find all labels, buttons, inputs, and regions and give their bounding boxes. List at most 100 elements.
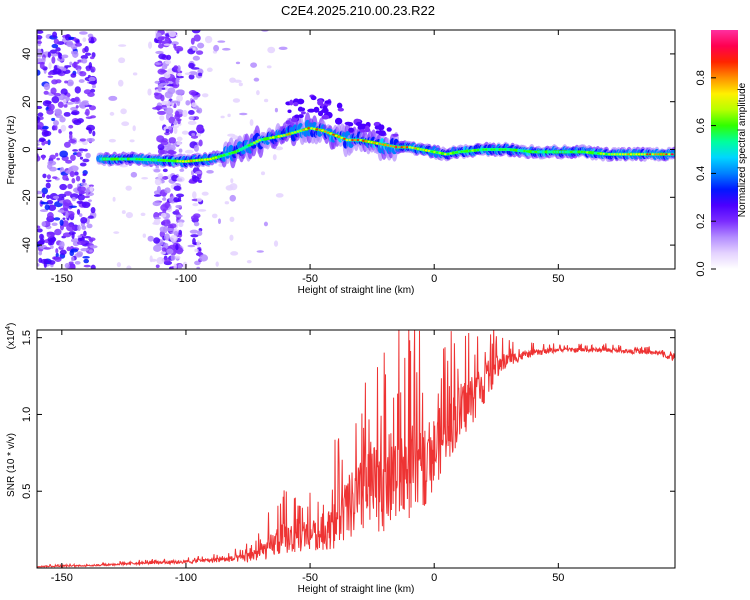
noise-speckle (78, 213, 83, 217)
noise-speckle (88, 81, 97, 85)
noise-speckle (37, 225, 41, 229)
noise-speckle (159, 115, 165, 121)
noise-speckle (211, 213, 218, 219)
noise-speckle (45, 182, 51, 189)
noise-speckle (90, 206, 96, 214)
noise-speckle (64, 191, 72, 196)
noise-speckle (83, 195, 90, 199)
noise-speckle (42, 173, 47, 179)
spectrogram-y-axis-label: Frequency (Hz) (6, 116, 17, 185)
spectrogram-x-axis-label: Height of straight line (km) (298, 285, 415, 296)
noise-speckle (113, 231, 120, 234)
noise-speckle (77, 194, 86, 201)
noise-speckle (48, 260, 56, 265)
noise-speckle (164, 201, 171, 209)
noise-speckle (187, 120, 197, 126)
noise-speckle (52, 176, 58, 179)
noise-speckle (48, 103, 55, 111)
noise-speckle (147, 235, 154, 242)
snr-series-line (37, 330, 675, 568)
noise-speckle (52, 195, 60, 200)
noise-speckle (67, 183, 73, 190)
noise-speckle (168, 137, 177, 144)
spectrogram-x-tick-label: 50 (552, 273, 564, 285)
noise-speckle (193, 213, 201, 219)
noise-speckle (37, 190, 43, 195)
noise-speckle (198, 72, 203, 77)
noise-speckle (173, 127, 178, 134)
noise-speckle (74, 86, 81, 94)
noise-speckle (225, 185, 234, 191)
noise-speckle (156, 185, 161, 193)
noise-speckle (63, 104, 68, 108)
noise-speckle (78, 79, 85, 83)
ridge-core (241, 147, 246, 150)
noise-speckle (37, 155, 41, 162)
noise-speckle (164, 107, 174, 115)
noise-speckle (37, 30, 44, 34)
noise-speckle (153, 218, 161, 226)
spectrogram-x-ticks: -150 -100 -50 0 50 (51, 30, 564, 285)
noise-speckle (63, 141, 71, 148)
noise-speckle (229, 194, 236, 202)
noise-speckle (176, 141, 182, 146)
noise-speckle (160, 212, 167, 218)
noise-speckle (196, 266, 201, 269)
noise-speckle (163, 242, 169, 249)
noise-speckle (177, 72, 182, 77)
snr-frame (36, 329, 676, 569)
noise-speckle (177, 263, 183, 269)
noise-speckle (162, 197, 167, 201)
colorbar-tick-label: 0.2 (695, 214, 707, 229)
noise-speckle (83, 264, 91, 268)
noise-speckle (166, 54, 172, 61)
noise-speckle (192, 55, 200, 61)
noise-speckle (70, 264, 76, 269)
noise-speckle (65, 211, 69, 219)
noise-speckle (86, 137, 95, 143)
snr-x-tick-label: -50 (302, 572, 318, 584)
noise-speckle (69, 132, 73, 141)
noise-speckle (78, 148, 85, 152)
snr-y-tick-label: 0.5 (21, 484, 33, 499)
noise-speckle (166, 227, 174, 232)
noise-speckle (55, 252, 59, 258)
noise-speckle (52, 31, 58, 38)
noise-speckle (175, 204, 182, 209)
noise-speckle (89, 238, 94, 243)
noise-speckle (41, 201, 49, 205)
noise-speckle (79, 162, 87, 167)
noise-speckle (55, 152, 59, 157)
noise-speckle (266, 65, 272, 69)
noise-speckle (229, 216, 235, 223)
noise-speckle (51, 56, 56, 64)
noise-speckle (49, 154, 56, 160)
noise-speckle (51, 43, 59, 49)
noise-speckle (129, 139, 135, 143)
ridge-branch-speckle (357, 124, 366, 131)
noise-speckle (49, 49, 57, 54)
noise-speckle (76, 240, 86, 245)
ridge-branch-speckle (287, 109, 292, 114)
snr-y-tick-label: 1.0 (21, 407, 33, 422)
noise-speckle (197, 42, 205, 49)
snr-scale-label: (x104) (5, 323, 17, 350)
noise-speckle (188, 116, 195, 121)
noise-speckle (217, 40, 226, 43)
noise-speckle (192, 176, 200, 182)
noise-speckle (152, 107, 161, 110)
ridge-branch-speckle (324, 100, 332, 104)
noise-speckle (239, 112, 248, 116)
noise-speckle (80, 54, 89, 60)
noise-speckle (37, 143, 40, 146)
noise-speckle (59, 241, 65, 248)
noise-speckle (170, 254, 176, 261)
noise-speckle (206, 67, 213, 73)
noise-speckle (59, 209, 65, 213)
noise-speckle (82, 37, 87, 42)
noise-speckle (37, 48, 42, 52)
noise-speckle (79, 138, 87, 142)
noise-speckle (192, 47, 196, 51)
noise-speckle (165, 113, 170, 121)
